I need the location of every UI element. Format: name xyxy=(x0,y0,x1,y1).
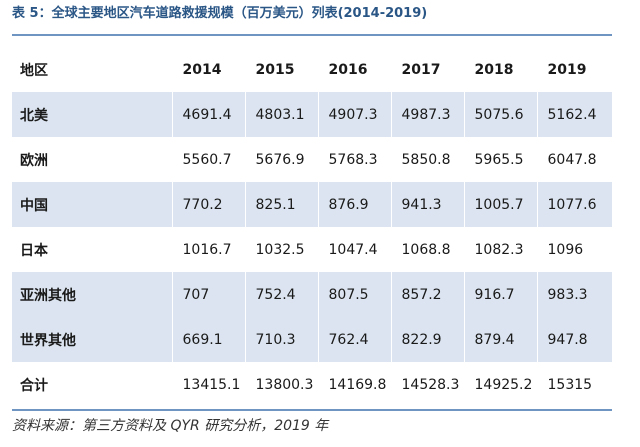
table-row: 亚洲其他 707 752.4 807.5 857.2 916.7 983.3 xyxy=(12,272,612,317)
value-cell: 5965.5 xyxy=(464,137,538,182)
table-row: 欧洲 5560.7 5676.9 5768.3 5850.8 5965.5 60… xyxy=(12,137,612,182)
data-table: 地区 2014 2015 2016 2017 2018 2019 北美 4691… xyxy=(12,47,612,407)
value-cell: 4907.3 xyxy=(318,92,392,137)
table-header-row: 地区 2014 2015 2016 2017 2018 2019 xyxy=(12,47,612,92)
value-cell: 5850.8 xyxy=(391,137,465,182)
value-cell: 1077.6 xyxy=(537,182,612,227)
top-divider xyxy=(12,34,612,36)
header-cell: 2018 xyxy=(464,47,538,92)
value-cell: 879.4 xyxy=(464,317,538,362)
value-cell: 762.4 xyxy=(318,317,392,362)
region-cell: 合计 xyxy=(12,362,173,407)
header-cell: 2017 xyxy=(391,47,465,92)
value-cell: 857.2 xyxy=(391,272,465,317)
value-cell: 876.9 xyxy=(318,182,392,227)
value-cell: 5560.7 xyxy=(172,137,246,182)
value-cell: 14169.8 xyxy=(318,362,392,407)
value-cell: 4803.1 xyxy=(245,92,319,137)
bottom-divider xyxy=(12,409,612,411)
value-cell: 1096 xyxy=(537,227,612,272)
value-cell: 710.3 xyxy=(245,317,319,362)
header-cell: 2016 xyxy=(318,47,392,92)
value-cell: 5676.9 xyxy=(245,137,319,182)
value-cell: 1068.8 xyxy=(391,227,465,272)
value-cell: 983.3 xyxy=(537,272,612,317)
value-cell: 14528.3 xyxy=(391,362,465,407)
value-cell: 669.1 xyxy=(172,317,246,362)
value-cell: 1032.5 xyxy=(245,227,319,272)
value-cell: 4987.3 xyxy=(391,92,465,137)
value-cell: 1016.7 xyxy=(172,227,246,272)
value-cell: 5162.4 xyxy=(537,92,612,137)
region-cell: 欧洲 xyxy=(12,137,173,182)
region-cell: 世界其他 xyxy=(12,317,173,362)
header-cell: 地区 xyxy=(12,47,173,92)
region-cell: 北美 xyxy=(12,92,173,137)
header-cell: 2014 xyxy=(172,47,246,92)
table-row: 日本 1016.7 1032.5 1047.4 1068.8 1082.3 10… xyxy=(12,227,612,272)
header-cell: 2019 xyxy=(537,47,612,92)
value-cell: 13800.3 xyxy=(245,362,319,407)
table-row: 合计 13415.1 13800.3 14169.8 14528.3 14925… xyxy=(12,362,612,407)
value-cell: 822.9 xyxy=(391,317,465,362)
region-cell: 亚洲其他 xyxy=(12,272,173,317)
value-cell: 1047.4 xyxy=(318,227,392,272)
value-cell: 13415.1 xyxy=(172,362,246,407)
value-cell: 1005.7 xyxy=(464,182,538,227)
value-cell: 941.3 xyxy=(391,182,465,227)
value-cell: 770.2 xyxy=(172,182,246,227)
value-cell: 5075.6 xyxy=(464,92,538,137)
value-cell: 825.1 xyxy=(245,182,319,227)
value-cell: 14925.2 xyxy=(464,362,538,407)
value-cell: 916.7 xyxy=(464,272,538,317)
table-row: 北美 4691.4 4803.1 4907.3 4987.3 5075.6 51… xyxy=(12,92,612,137)
value-cell: 752.4 xyxy=(245,272,319,317)
header-cell: 2015 xyxy=(245,47,319,92)
region-cell: 中国 xyxy=(12,182,173,227)
value-cell: 947.8 xyxy=(537,317,612,362)
value-cell: 4691.4 xyxy=(172,92,246,137)
source-note: 资料来源：第三方资料及 QYR 研究分析，2019 年 xyxy=(12,418,329,434)
value-cell: 707 xyxy=(172,272,246,317)
table-row: 中国 770.2 825.1 876.9 941.3 1005.7 1077.6 xyxy=(12,182,612,227)
table-title: 表 5：全球主要地区汽车道路救援规模（百万美元）列表(2014-2019) xyxy=(12,6,428,21)
region-cell: 日本 xyxy=(12,227,173,272)
value-cell: 1082.3 xyxy=(464,227,538,272)
value-cell: 807.5 xyxy=(318,272,392,317)
value-cell: 15315 xyxy=(537,362,612,407)
value-cell: 5768.3 xyxy=(318,137,392,182)
table-row: 世界其他 669.1 710.3 762.4 822.9 879.4 947.8 xyxy=(12,317,612,362)
value-cell: 6047.8 xyxy=(537,137,612,182)
